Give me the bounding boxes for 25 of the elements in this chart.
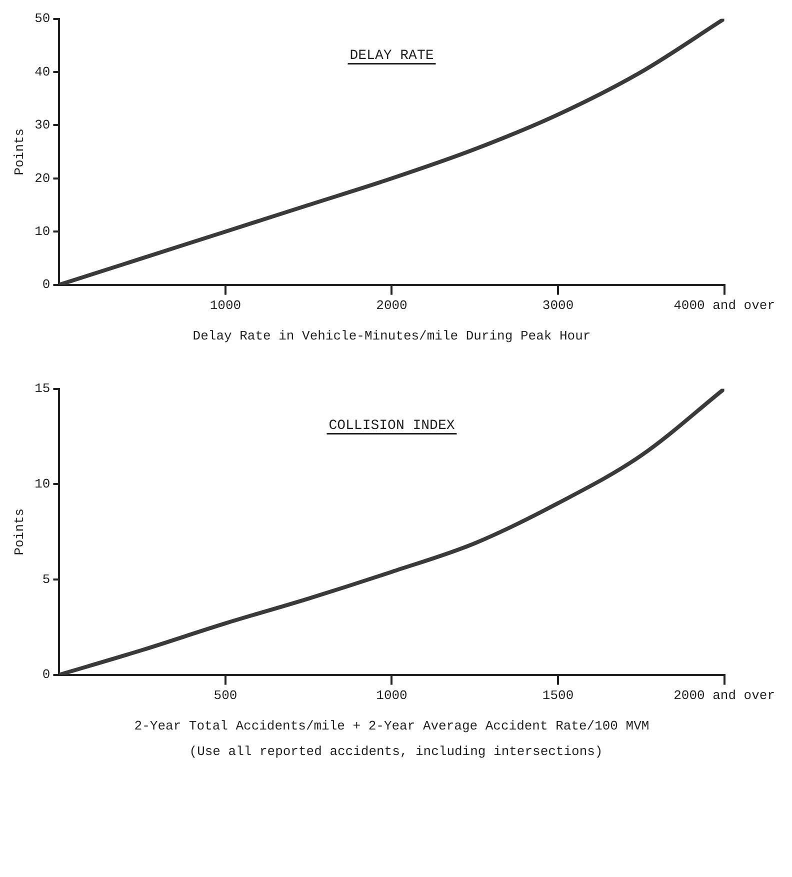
- y-tick-label: 50: [34, 11, 50, 26]
- x-tick-label: 1500: [542, 688, 574, 704]
- y-tick-label: 10: [34, 476, 50, 492]
- y-tick-label: 0: [42, 277, 50, 292]
- text: DELAY RATE: [350, 48, 434, 64]
- x-tick-label: 3000: [542, 298, 574, 314]
- x-axis-title: Delay Rate in Vehicle-Minutes/mile During Peak Hour: [192, 328, 591, 344]
- y-tick-label: 5: [42, 572, 50, 587]
- y-tick-label: 20: [34, 170, 50, 186]
- x-tick-label: 500: [214, 688, 238, 704]
- x-axis-title: 2-Year Total Accidents/mile + 2-Year Average Accident Rate/100 MVM: [134, 718, 650, 734]
- text: COLLISION INDEX: [328, 418, 456, 434]
- x-tick-label: 2000 and over: [674, 688, 776, 704]
- text: (Use all reported accidents, including intersections): [188, 744, 604, 759]
- y-axis-title: Points: [12, 508, 28, 556]
- y-tick-label: 10: [34, 224, 50, 240]
- y-tick-label: 15: [34, 381, 50, 396]
- y-axis-title: Points: [12, 128, 28, 176]
- y-tick-label: 40: [34, 64, 50, 80]
- x-tick-label: 2000: [376, 298, 408, 314]
- y-tick-label: 30: [34, 118, 50, 133]
- x-tick-label: 1000: [210, 298, 242, 314]
- y-tick-label: 0: [42, 667, 50, 682]
- x-tick-label: 4000 and over: [674, 298, 776, 314]
- x-tick-label: 1000: [376, 688, 408, 704]
